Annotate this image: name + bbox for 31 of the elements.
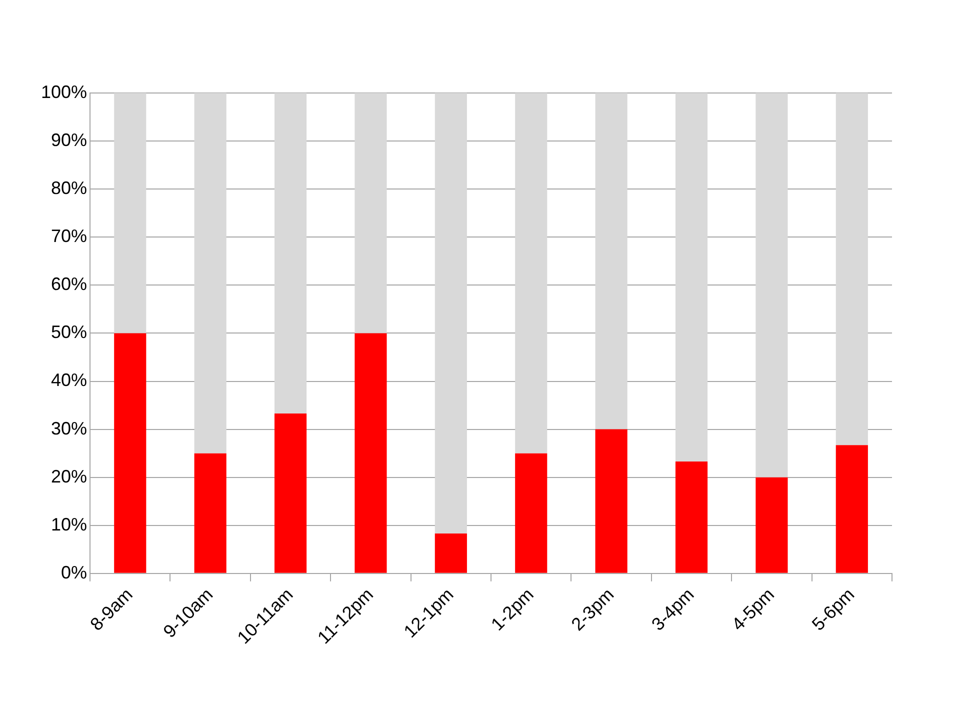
bar bbox=[114, 333, 146, 573]
bar bbox=[836, 445, 868, 573]
bar bbox=[274, 93, 307, 414]
bar bbox=[194, 453, 226, 573]
y-tick-label: 70% bbox=[51, 226, 88, 246]
bar bbox=[114, 93, 146, 334]
y-tick-label: 80% bbox=[51, 178, 88, 198]
bar bbox=[515, 93, 548, 454]
bar bbox=[434, 93, 467, 534]
y-tick-label: 50% bbox=[51, 322, 88, 342]
bar bbox=[434, 534, 467, 573]
bar bbox=[675, 461, 708, 573]
bar bbox=[354, 93, 387, 334]
bar bbox=[354, 333, 387, 573]
bar bbox=[756, 477, 788, 573]
y-tick-label: 100% bbox=[40, 82, 88, 102]
bar bbox=[675, 93, 708, 462]
bar bbox=[515, 453, 548, 573]
bar bbox=[595, 429, 628, 573]
y-tick-label: 20% bbox=[51, 466, 88, 486]
bar bbox=[836, 93, 868, 446]
bar bbox=[274, 413, 307, 573]
y-tick-label: 0% bbox=[61, 562, 88, 582]
y-tick-label: 10% bbox=[51, 514, 88, 534]
y-tick-label: 90% bbox=[51, 130, 88, 150]
y-tick-label: 40% bbox=[51, 370, 88, 390]
bar bbox=[194, 93, 226, 454]
y-tick-label: 30% bbox=[51, 418, 88, 438]
bar bbox=[595, 93, 628, 430]
bar bbox=[756, 93, 788, 478]
y-tick-label: 60% bbox=[51, 274, 88, 294]
